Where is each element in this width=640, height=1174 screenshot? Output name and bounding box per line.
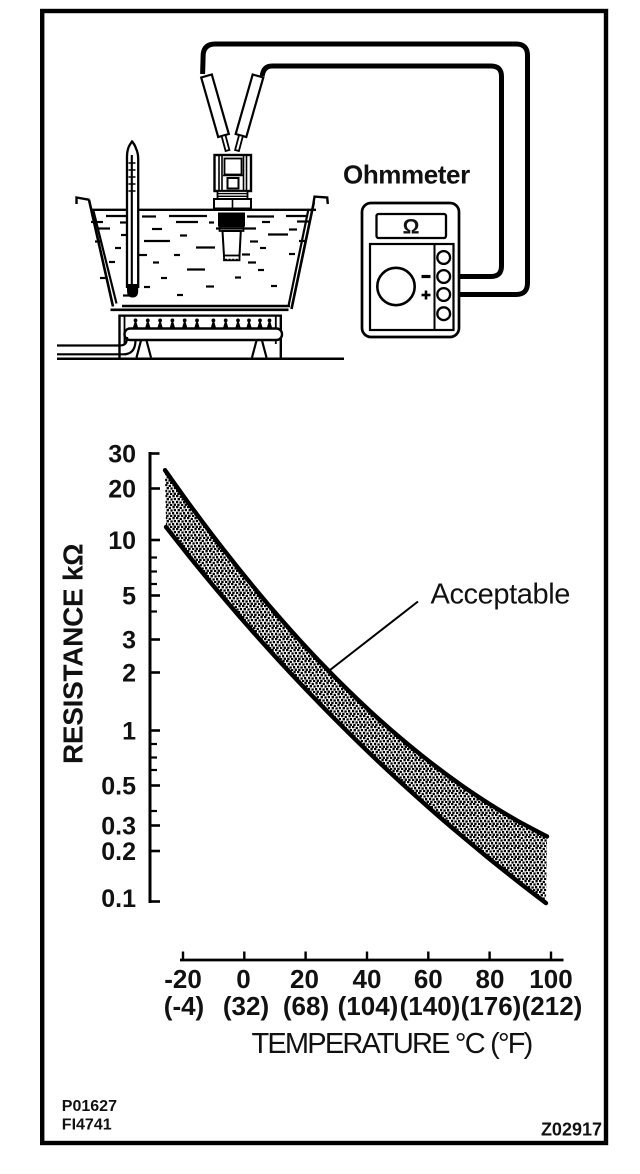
svg-text:1: 1 xyxy=(122,718,136,746)
svg-text:(104): (104) xyxy=(338,991,399,1021)
svg-text:Ohmmeter: Ohmmeter xyxy=(343,160,470,190)
svg-text:FI4741: FI4741 xyxy=(62,1117,112,1134)
svg-text:TEMPERATURE °C (°F): TEMPERATURE °C (°F) xyxy=(251,1028,531,1060)
svg-text:Z02917: Z02917 xyxy=(541,1120,602,1140)
svg-text:P01627: P01627 xyxy=(62,1098,117,1115)
svg-text:Ω: Ω xyxy=(403,216,420,239)
svg-text:100: 100 xyxy=(529,964,572,994)
svg-text:0.5: 0.5 xyxy=(101,773,136,801)
svg-text:30: 30 xyxy=(108,441,136,469)
svg-text:3: 3 xyxy=(122,627,136,655)
svg-text:(140): (140) xyxy=(400,991,461,1021)
svg-text:20: 20 xyxy=(290,964,319,994)
svg-text:(68): (68) xyxy=(283,991,329,1021)
svg-text:RESISTANCE kΩ: RESISTANCE kΩ xyxy=(58,544,89,764)
svg-text:2: 2 xyxy=(122,660,136,688)
svg-text:(32): (32) xyxy=(223,991,269,1021)
svg-text:5: 5 xyxy=(122,583,136,611)
svg-text:(212): (212) xyxy=(522,991,583,1021)
svg-text:80: 80 xyxy=(476,964,505,994)
svg-text:-20: -20 xyxy=(164,964,202,994)
svg-text:0.1: 0.1 xyxy=(101,885,136,913)
svg-text:Acceptable: Acceptable xyxy=(431,579,571,611)
svg-text:60: 60 xyxy=(414,964,443,994)
svg-text:(176): (176) xyxy=(461,991,522,1021)
svg-text:10: 10 xyxy=(108,527,136,555)
svg-text:40: 40 xyxy=(353,964,382,994)
svg-text:0.2: 0.2 xyxy=(101,838,136,866)
svg-text:20: 20 xyxy=(108,476,136,504)
svg-text:0: 0 xyxy=(236,964,250,994)
svg-text:(-4): (-4) xyxy=(164,991,204,1021)
svg-text:0.3: 0.3 xyxy=(101,813,136,841)
